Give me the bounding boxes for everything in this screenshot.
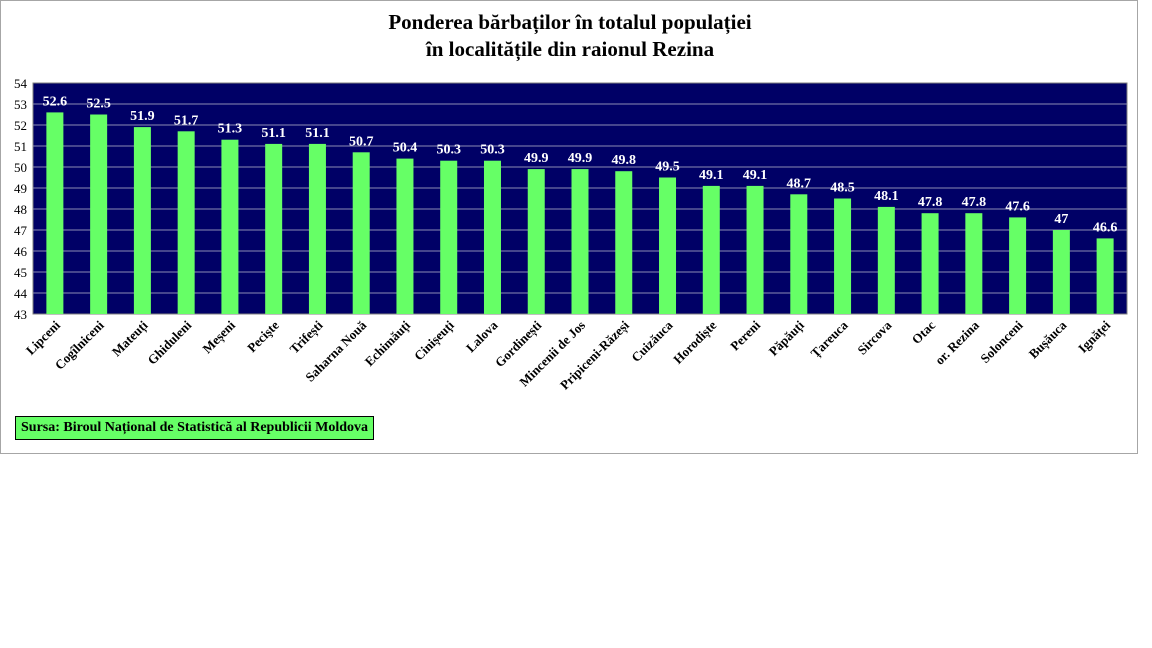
x-tick-label: Meșeni: [199, 317, 239, 357]
bar: [133, 127, 151, 314]
data-label: 51.7: [174, 113, 199, 128]
bar: [1096, 238, 1114, 314]
y-tick-label: 43: [14, 307, 27, 322]
x-tick-label: Solonceni: [977, 317, 1026, 366]
bar: [308, 143, 326, 314]
bar: [921, 213, 939, 314]
data-label: 51.9: [130, 109, 155, 124]
x-tick-label: Pereni: [727, 317, 763, 353]
bar: [877, 206, 895, 314]
x-tick-label: Țareuca: [808, 317, 852, 361]
data-label: 47.6: [1005, 199, 1030, 214]
y-tick-label: 46: [14, 244, 28, 259]
y-tick-label: 49: [14, 181, 27, 196]
y-tick-label: 48: [14, 202, 27, 217]
y-tick-label: 45: [14, 265, 27, 280]
x-tick-label: or. Rezina: [932, 317, 982, 367]
bar: [177, 131, 195, 314]
data-label: 49.1: [743, 168, 768, 183]
bar: [659, 177, 677, 314]
chart-title: Ponderea bărbaților în totalul populație…: [1, 9, 1139, 63]
data-label: 47.8: [918, 195, 943, 210]
x-tick-label: Păpăuți: [766, 317, 808, 359]
data-label: 50.3: [480, 143, 505, 158]
bar: [790, 194, 808, 314]
data-label: 52.5: [86, 97, 111, 112]
data-label: 49.1: [699, 168, 724, 183]
bar: [702, 185, 720, 314]
x-tick-label: Ignăței: [1075, 317, 1114, 356]
data-label: 52.6: [43, 94, 68, 109]
bar-chart: 52.6 52.5 51.9 51.7 51.3 51.1 51.1 50.7 50.4 50.3…: [14, 76, 1128, 393]
y-axis-ticks: 43 44 45 46 47 48 49 50 51 52 53 54: [14, 76, 28, 322]
data-label: 51.3: [218, 122, 243, 137]
x-tick-label: Mateuți: [109, 317, 152, 360]
bar: [1009, 217, 1027, 314]
source-note: Sursa: Biroul Național de Statistică al …: [15, 416, 375, 440]
bar: [527, 169, 545, 314]
bars: [46, 112, 1114, 315]
y-tick-label: 47: [14, 223, 28, 238]
bar: [615, 171, 633, 314]
x-tick-label: Lipceni: [23, 317, 64, 358]
data-label: 47.8: [962, 195, 987, 210]
data-label: 48.7: [787, 176, 812, 191]
data-label: 49.9: [524, 151, 549, 166]
bar: [483, 160, 501, 314]
bar: [46, 112, 64, 315]
bar: [90, 114, 108, 314]
data-label: 49.9: [568, 151, 593, 166]
x-tick-label: Lalova: [463, 317, 501, 355]
x-tick-label: Horodiște: [670, 317, 720, 367]
y-tick-label: 54: [14, 76, 28, 91]
bar: [265, 143, 283, 314]
data-label: 49.5: [655, 160, 680, 175]
data-labels: 52.6 52.5 51.9 51.7 51.3 51.1 51.1 50.7 50.4 50.3…: [43, 94, 1118, 235]
x-tick-label: Cinișeuți: [411, 317, 458, 364]
bar: [965, 213, 983, 314]
y-tick-label: 50: [14, 160, 27, 175]
data-label: 51.1: [305, 126, 330, 141]
y-tick-label: 52: [14, 118, 27, 133]
data-label: 48.1: [874, 189, 899, 204]
data-label: 47: [1054, 212, 1068, 227]
y-tick-label: 44: [14, 286, 28, 301]
x-tick-label: Echimăuți: [362, 317, 414, 369]
data-label: 51.1: [261, 126, 286, 141]
y-tick-label: 51: [14, 139, 27, 154]
bar: [396, 158, 414, 314]
bar: [1052, 230, 1070, 314]
x-tick-label: Ghiduleni: [144, 317, 194, 367]
x-tick-label: Sircova: [854, 317, 894, 357]
x-tick-label: Otac: [909, 317, 939, 347]
data-label: 50.4: [393, 141, 418, 156]
x-tick-label: Cuizăuca: [628, 317, 676, 365]
x-tick-label: Bușăuca: [1026, 317, 1071, 362]
bar: [571, 169, 589, 314]
bar: [440, 160, 458, 314]
chart-title-line-1: Ponderea bărbaților în totalul populație…: [388, 10, 752, 34]
data-label: 50.3: [436, 143, 461, 158]
bar: [352, 152, 370, 314]
data-label: 46.6: [1093, 220, 1118, 235]
bar: [221, 139, 239, 314]
y-tick-label: 53: [14, 97, 27, 112]
chart-frame: Ponderea bărbaților în totalul populație…: [0, 0, 1138, 454]
chart-title-line-2: în localitățile din raionul Rezina: [425, 37, 715, 61]
bar: [834, 198, 852, 314]
data-label: 50.7: [349, 134, 374, 149]
bar: [746, 185, 764, 314]
x-tick-label: Pecişte: [244, 317, 282, 355]
x-tick-label: Trifești: [287, 317, 327, 357]
data-label: 48.5: [830, 181, 855, 196]
data-label: 49.8: [612, 153, 637, 168]
